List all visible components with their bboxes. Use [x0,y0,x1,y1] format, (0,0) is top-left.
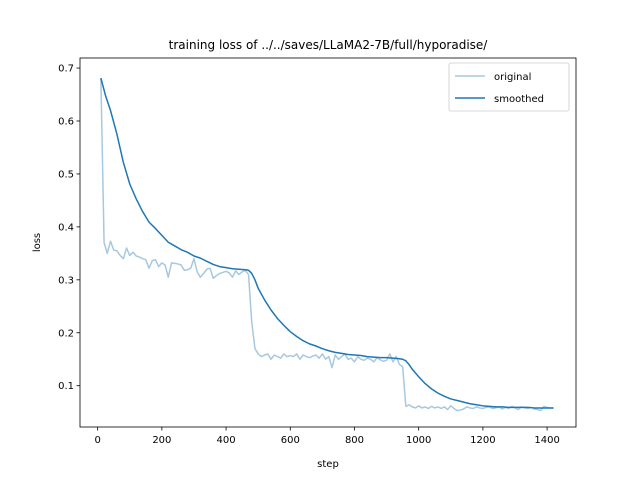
x-tick-label: 1000 [406,435,431,446]
x-tick-label: 1200 [470,435,495,446]
series-line-original [100,78,554,412]
x-axis: 0 200 400 600 800 1000 1200 1400 [94,427,560,446]
y-tick-label: 0.3 [58,275,74,286]
series-line-smoothed [100,77,554,409]
x-tick-label: 1400 [534,435,559,446]
y-axis: 0.1 0.2 0.3 0.4 0.5 0.6 0.7 [58,64,80,392]
x-tick-label: 0 [94,435,100,446]
series-layer [100,77,554,412]
plot-area [79,57,577,428]
y-tick-label: 0.7 [58,64,74,75]
plot-frame [79,57,577,428]
plot-background [80,58,576,427]
legend: original smoothed [448,62,570,112]
y-tick-label: 0.4 [58,222,74,233]
legend-label-original: original [494,72,531,83]
y-tick-label: 0.2 [58,328,74,339]
y-axis-label: loss [32,233,43,252]
x-tick-label: 400 [217,435,236,446]
x-tick-label: 800 [345,435,364,446]
legend-label-smoothed: smoothed [494,94,544,105]
y-tick-label: 0.1 [58,381,74,392]
y-tick-label: 0.6 [58,117,74,128]
x-tick-label: 200 [152,435,171,446]
x-axis-label: step [317,459,339,470]
chart-title: training loss of ../../saves/LLaMA2-7B/f… [169,38,489,52]
x-tick-label: 600 [281,435,300,446]
y-tick-label: 0.5 [58,169,74,180]
legend-frame [448,62,570,112]
